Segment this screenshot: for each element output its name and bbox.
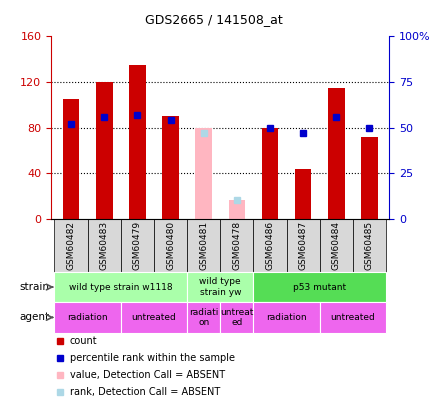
Bar xyxy=(254,272,386,302)
Bar xyxy=(121,302,187,333)
Bar xyxy=(129,65,146,219)
Text: count: count xyxy=(70,336,97,346)
Text: p53 mutant: p53 mutant xyxy=(293,283,346,292)
Text: untreat
ed: untreat ed xyxy=(220,308,254,327)
Text: GSM60485: GSM60485 xyxy=(365,221,374,270)
Bar xyxy=(162,116,179,219)
Bar xyxy=(54,272,187,302)
Text: strain: strain xyxy=(20,282,49,292)
Bar xyxy=(353,219,386,272)
Bar xyxy=(295,168,312,219)
Text: percentile rank within the sample: percentile rank within the sample xyxy=(70,353,235,363)
Bar xyxy=(320,302,386,333)
Text: GSM60481: GSM60481 xyxy=(199,221,208,270)
Bar xyxy=(262,128,278,219)
Bar xyxy=(187,272,254,302)
Bar xyxy=(63,99,79,219)
Bar xyxy=(96,82,113,219)
Text: untreated: untreated xyxy=(132,313,176,322)
Text: GSM60480: GSM60480 xyxy=(166,221,175,270)
Bar xyxy=(287,219,320,272)
Text: GSM60486: GSM60486 xyxy=(266,221,275,270)
Text: radiation: radiation xyxy=(266,313,307,322)
Bar xyxy=(229,200,245,219)
Text: rank, Detection Call = ABSENT: rank, Detection Call = ABSENT xyxy=(70,388,220,397)
Bar xyxy=(328,88,344,219)
Text: GDS2665 / 141508_at: GDS2665 / 141508_at xyxy=(145,13,283,26)
Bar xyxy=(121,219,154,272)
Bar xyxy=(187,302,220,333)
Bar xyxy=(220,219,254,272)
Bar xyxy=(254,219,287,272)
Text: GSM60482: GSM60482 xyxy=(67,221,76,270)
Text: wild type
strain yw: wild type strain yw xyxy=(199,277,241,297)
Text: untreated: untreated xyxy=(331,313,375,322)
Bar xyxy=(195,128,212,219)
Text: GSM60479: GSM60479 xyxy=(133,221,142,270)
Bar xyxy=(361,137,378,219)
Text: GSM60484: GSM60484 xyxy=(332,221,341,270)
Bar xyxy=(154,219,187,272)
Bar xyxy=(54,219,88,272)
Text: radiati
on: radiati on xyxy=(189,308,218,327)
Bar xyxy=(88,219,121,272)
Bar xyxy=(220,302,254,333)
Text: GSM60487: GSM60487 xyxy=(299,221,307,270)
Text: agent: agent xyxy=(20,312,49,322)
Text: GSM60478: GSM60478 xyxy=(232,221,241,270)
Bar xyxy=(54,302,121,333)
Bar xyxy=(320,219,353,272)
Text: GSM60483: GSM60483 xyxy=(100,221,109,270)
Text: wild type strain w1118: wild type strain w1118 xyxy=(69,283,173,292)
Text: value, Detection Call = ABSENT: value, Detection Call = ABSENT xyxy=(70,370,225,380)
Text: radiation: radiation xyxy=(67,313,108,322)
Bar xyxy=(187,219,220,272)
Bar xyxy=(254,302,320,333)
